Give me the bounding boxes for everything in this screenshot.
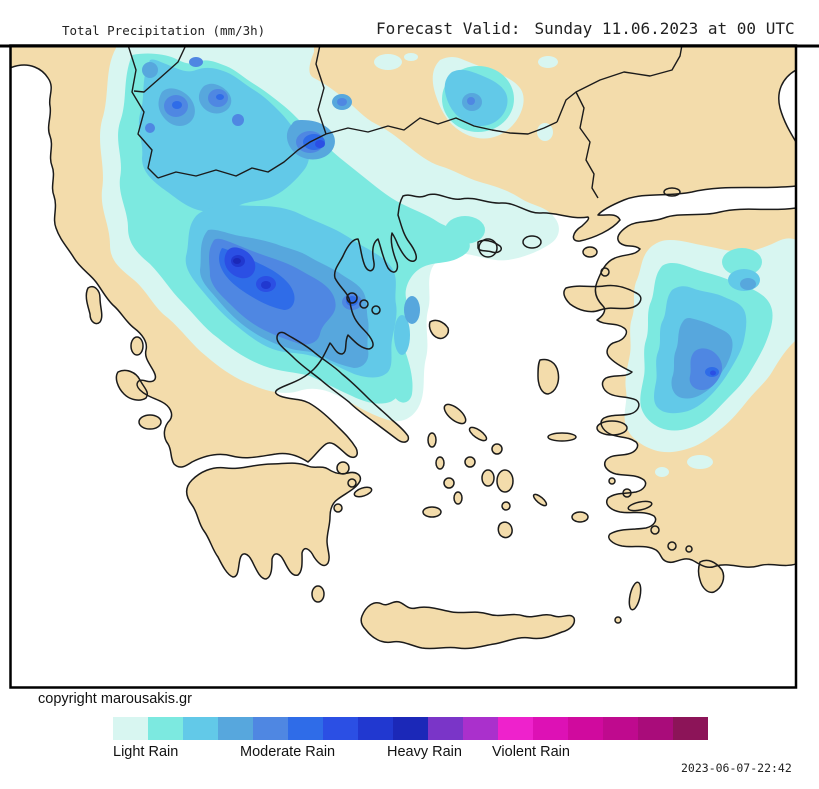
map-clipped-content	[11, 46, 796, 687]
legend-color-segment	[358, 717, 393, 740]
legend-color-segment	[323, 717, 358, 740]
border-nmacedonia-bulgaria	[315, 46, 327, 135]
legend-color-segment	[463, 717, 498, 740]
map-frame	[0, 44, 819, 689]
border-greece-north	[157, 133, 327, 179]
legend-label-moderate-rain: Moderate Rain	[240, 744, 336, 760]
legend-color-segment	[148, 717, 183, 740]
legend-color-segment	[393, 717, 428, 740]
forecast-valid-line: Forecast Valid: Sunday 11.06.2023 at 00 U…	[376, 19, 795, 38]
legend-color-segment	[568, 717, 603, 740]
legend-color-segment	[113, 717, 148, 740]
legend-color-segment	[533, 717, 568, 740]
legend-label-light-rain: Light Rain	[113, 744, 179, 760]
legend-color-segment	[498, 717, 533, 740]
legend-color-segment	[638, 717, 673, 740]
border-greece-bulgaria	[325, 117, 558, 135]
legend-color-segment	[673, 717, 708, 740]
border-greece-turkey	[556, 91, 599, 199]
legend-colorbar	[113, 717, 708, 740]
legend-color-segment	[183, 717, 218, 740]
legend-color-segment	[428, 717, 463, 740]
copyright-text: copyright marousakis.gr	[38, 691, 192, 707]
country-borders	[127, 46, 683, 199]
legend-color-segment	[218, 717, 253, 740]
map-title: Total Precipitation (mm/3h)	[62, 23, 266, 38]
legend-color-segment	[288, 717, 323, 740]
legend-color-segment	[253, 717, 288, 740]
border-albania-east	[127, 46, 159, 179]
border-bulgaria-turkey	[575, 46, 683, 93]
precipitation-overlay	[100, 46, 796, 477]
forecast-label: Forecast Valid:	[376, 19, 521, 38]
border-serbia-nmacedonia	[133, 46, 187, 93]
legend-color-segment	[603, 717, 638, 740]
legend-label-violent-rain: Violent Rain	[492, 744, 570, 760]
generation-timestamp: 2023-06-07-22:42	[681, 761, 792, 775]
legend-label-heavy-rain: Heavy Rain	[387, 744, 462, 760]
forecast-value: Sunday 11.06.2023 at 00 UTC	[534, 19, 795, 38]
